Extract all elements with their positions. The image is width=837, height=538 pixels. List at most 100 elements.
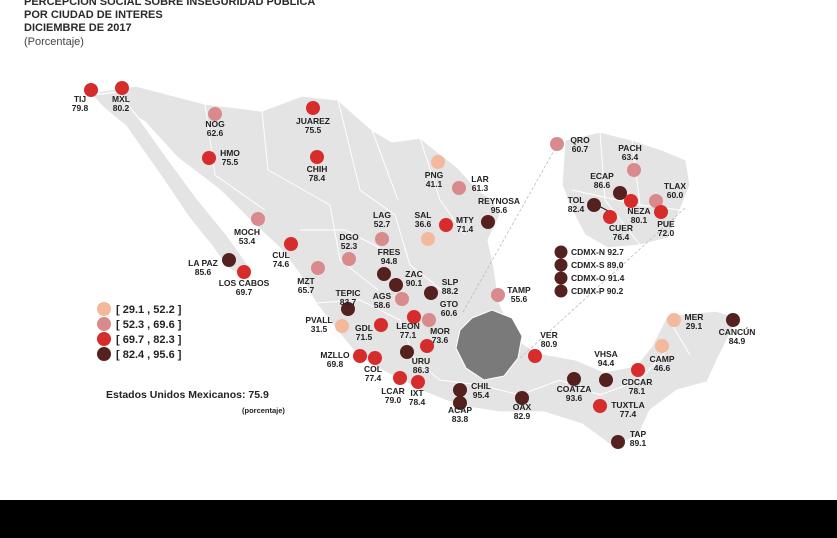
city-value-label: 75.5 (222, 157, 239, 167)
city-code-label: ACAP (448, 405, 472, 415)
legend-swatch (97, 317, 111, 331)
city-marker (374, 318, 388, 332)
city-code-label: PVALL (305, 315, 332, 325)
city-marker (567, 372, 581, 386)
city-code-label: MOCH (234, 227, 260, 237)
title-line-1: PERCEPCIÓN SOCIAL SOBRE INSEGURIDAD PÚBL… (24, 0, 316, 8)
city-code-label: TIJ (74, 94, 87, 104)
city-marker (613, 186, 627, 200)
city-value-label: 82.9 (514, 411, 531, 421)
city-code-label: MZT (297, 276, 315, 286)
city-value-label: 31.5 (311, 324, 328, 334)
city-code-label: HMO (220, 148, 240, 158)
city-marker (237, 265, 251, 279)
city-marker (411, 375, 425, 389)
mexico-mainland (94, 85, 739, 447)
city-marker (421, 232, 435, 246)
city-value-label: 36.6 (415, 219, 432, 229)
city-value-label: 41.1 (426, 179, 443, 189)
city-value-label: 73.6 (432, 335, 449, 345)
city-value-label: 62.6 (207, 128, 224, 138)
city-marker (453, 396, 467, 410)
city-marker (452, 181, 466, 195)
city-code-label: PNG (425, 170, 444, 180)
city-marker (726, 313, 740, 327)
mexico-map: TIJ79.8MXL80.2NOG62.6JUAREZ75.5HMO75.5CH… (72, 81, 756, 449)
city-code-label: DGO (339, 232, 359, 242)
city-marker (284, 237, 298, 251)
city-marker (491, 288, 505, 302)
legend-swatch (97, 302, 111, 316)
city-marker (528, 349, 542, 363)
legend-label: [ 82.4 , 95.6 ] (116, 349, 182, 361)
city-marker (439, 218, 453, 232)
city-code-label: VHSA (594, 349, 618, 359)
city-code-label: OAX (513, 402, 532, 412)
city-marker (115, 81, 129, 95)
title-unit: (Porcentaje) (24, 36, 84, 48)
city-marker (377, 267, 391, 281)
city-value-label: 83.7 (340, 297, 357, 307)
city-value-label: 77.4 (365, 373, 382, 383)
city-marker (393, 371, 407, 385)
city-value-label: 94.4 (598, 358, 615, 368)
legend-label: [ 52.3 , 69.6 ] (116, 319, 182, 331)
city-marker (654, 205, 668, 219)
city-value-label: 86.6 (594, 180, 611, 190)
city-value-label: 88.2 (442, 286, 459, 296)
city-code-label: CDCAR (622, 377, 653, 387)
city-value-label: 78.4 (409, 397, 426, 407)
cdmx-marker (554, 271, 568, 285)
city-marker (311, 261, 325, 275)
city-value-label: 65.7 (298, 285, 315, 295)
city-code-label: TLAX (664, 181, 687, 191)
bottom-black-bar (0, 500, 837, 538)
city-marker (335, 319, 349, 333)
city-value-label: 69.7 (236, 287, 253, 297)
city-value-label: 71.5 (356, 332, 373, 342)
city-code-label: TEPIC (335, 288, 360, 298)
city-value-label: 89.1 (630, 438, 647, 448)
city-marker (306, 101, 320, 115)
city-code-label: GTO (440, 299, 459, 309)
city-code-label: SAL (415, 210, 432, 220)
city-marker (251, 212, 265, 226)
city-code-label: GDL (355, 323, 373, 333)
city-value-label: 94.8 (381, 256, 398, 266)
city-code-label: ECAP (590, 171, 614, 181)
city-marker (208, 107, 222, 121)
city-marker (593, 399, 607, 413)
city-code-label: LAR (471, 174, 488, 184)
city-code-label: TAMP (507, 285, 531, 295)
city-value-label: 93.6 (566, 393, 583, 403)
city-value-label: 95.4 (473, 390, 490, 400)
city-code-label: MOR (430, 326, 450, 336)
city-marker (342, 252, 356, 266)
city-code-label: LEON (396, 321, 420, 331)
city-value-label: 77.1 (400, 330, 417, 340)
legend: [ 29.1 , 52.2 ] [ 52.3 , 69.6 ] [ 69.7 , 8… (97, 302, 182, 361)
city-code-label: PACH (618, 143, 641, 153)
city-value-label: 52.7 (374, 219, 391, 229)
city-marker (631, 363, 645, 377)
city-labels: TIJ79.8MXL80.2NOG62.6JUAREZ75.5HMO75.5CH… (72, 94, 756, 448)
city-code-label: COL (364, 364, 382, 374)
city-value-label: 75.5 (305, 125, 322, 135)
national-average: Estados Unidos Mexicanos: 75.9 (106, 389, 269, 401)
city-marker (395, 292, 409, 306)
city-marker (84, 83, 98, 97)
city-value-label: 53.4 (239, 236, 256, 246)
city-marker (655, 339, 669, 353)
city-value-label: 78.1 (629, 386, 646, 396)
city-code-label: FRES (378, 247, 401, 257)
city-value-label: 78.4 (309, 173, 326, 183)
central-region-highlight (455, 309, 523, 381)
city-code-label: CHIL (471, 381, 491, 391)
city-marker (627, 163, 641, 177)
city-marker (603, 210, 617, 224)
city-marker (368, 351, 382, 365)
city-value-label: 83.8 (452, 414, 469, 424)
city-marker (481, 215, 495, 229)
city-marker (202, 151, 216, 165)
city-code-label: IXT (410, 388, 424, 398)
